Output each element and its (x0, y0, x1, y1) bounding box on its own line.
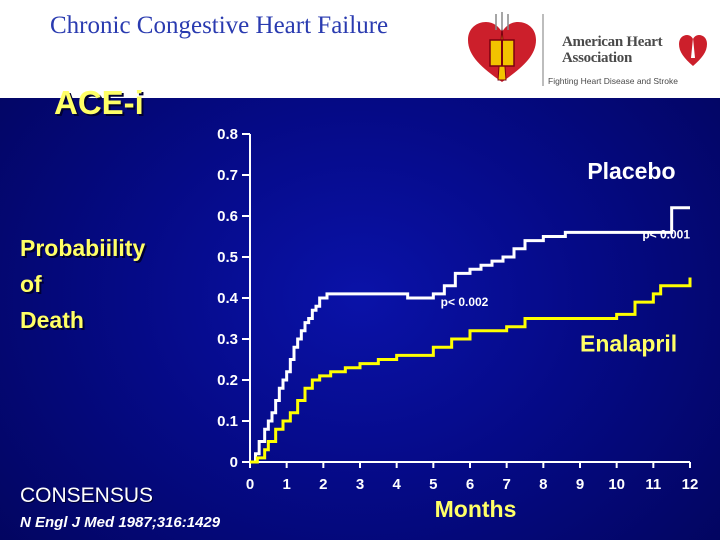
annotation-enalapril: Enalapril (580, 330, 677, 356)
x-tick-label: 2 (319, 476, 327, 493)
y-tick-label: 0.2 (217, 372, 238, 389)
y-tick-label: 0.4 (217, 290, 239, 307)
x-tick-label: 11 (645, 476, 661, 493)
x-tick-label: 0 (246, 476, 254, 493)
x-tick-label: 5 (429, 476, 437, 493)
y-tick-label: 0.7 (217, 167, 238, 184)
x-tick-label: 1 (282, 476, 290, 493)
x-tick-label: 7 (502, 476, 510, 493)
series-line-enalapril (250, 277, 692, 464)
aha-logo-text: American Heart Association (562, 34, 672, 66)
x-tick-label: 12 (682, 476, 699, 493)
aha-tagline: Fighting Heart Disease and Stroke (548, 76, 678, 86)
logo-divider (542, 14, 544, 86)
slide-title: Chronic Congestive Heart Failure (50, 12, 389, 39)
x-tick-label: 9 (576, 476, 584, 493)
x-tick-label: 8 (539, 476, 547, 493)
y-axis-label: Probabiility of Death (20, 230, 145, 338)
y-tick-label: 0.8 (217, 126, 238, 143)
aha-logo: American Heart Association Fighting Hear… (462, 10, 712, 90)
y-axis-label-line-3: Death (20, 307, 84, 333)
heart-logo-icon (468, 12, 536, 82)
y-tick-label: 0.1 (217, 413, 238, 430)
aha-name: American Heart Association (562, 34, 663, 66)
study-label: CONSENSUS (20, 484, 154, 507)
torch-heart-icon (679, 35, 707, 66)
series-line-placebo (250, 206, 690, 464)
y-tick-label: 0.5 (217, 249, 238, 266)
citation: N Engl J Med 1987;316:1429 (20, 514, 221, 531)
y-tick-label: 0.6 (217, 208, 238, 225)
x-tick-label: 4 (392, 476, 401, 493)
annotation-p-0-001: p< 0.001 (642, 228, 690, 242)
y-tick-label: 0.3 (217, 331, 238, 348)
x-tick-label: 6 (466, 476, 474, 493)
y-axis-label-line-2: of (20, 271, 42, 297)
annotation-placebo: Placebo (587, 158, 675, 184)
x-tick-label: 3 (356, 476, 364, 493)
y-tick-label: 0 (230, 454, 238, 471)
header-band (0, 0, 720, 98)
x-tick-label: 10 (608, 476, 625, 493)
section-title: ACE-i (54, 84, 144, 121)
x-axis-label: Months (435, 496, 517, 522)
y-axis-label-line-1: Probabiility (20, 235, 146, 261)
annotation-p-0-002: p< 0.002 (441, 295, 489, 309)
